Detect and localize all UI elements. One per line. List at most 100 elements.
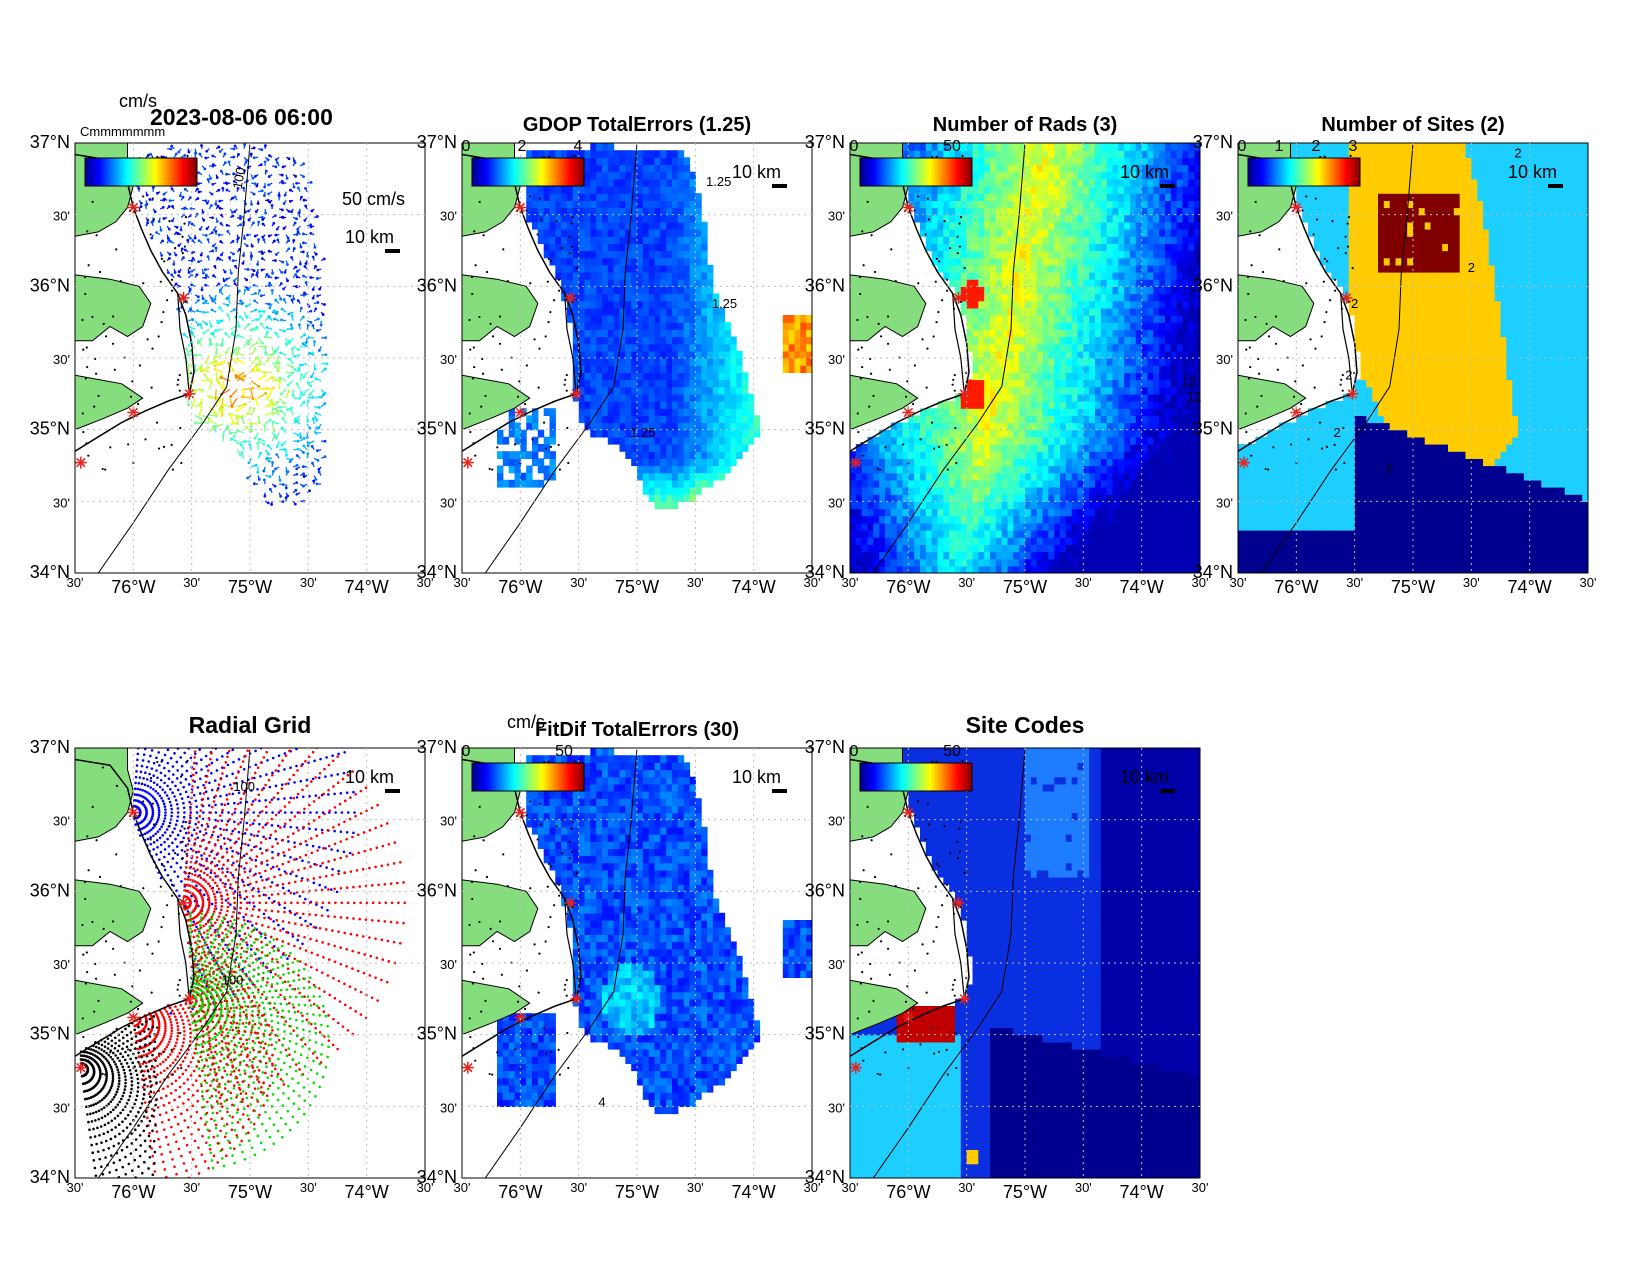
heatmap-cell — [1001, 565, 1009, 573]
heatmap-cell — [683, 214, 691, 223]
vector-head — [204, 199, 208, 203]
heatmap-cell — [1054, 544, 1061, 553]
heatmap-cell — [1042, 551, 1049, 560]
heatmap-cell — [526, 214, 533, 223]
heatmap-cell — [1013, 487, 1020, 495]
vector-head — [245, 158, 249, 162]
heatmap-cell — [707, 264, 714, 273]
heatmap-cell — [1025, 236, 1032, 244]
heatmap-cell — [885, 522, 892, 531]
heatmap-cell — [584, 401, 591, 409]
heatmap-cell — [654, 343, 661, 352]
heatmap-cell — [660, 401, 667, 409]
heatmap-cell — [937, 544, 944, 553]
heatmap-cell — [1013, 336, 1020, 345]
heatmap-cell — [990, 221, 997, 230]
heatmap-cell — [526, 479, 533, 488]
heatmap-cell — [602, 350, 609, 359]
vector-head — [232, 351, 236, 354]
vector-head — [297, 367, 301, 371]
heatmap-cell — [1030, 444, 1038, 452]
heatmap-cell — [972, 143, 979, 151]
vector-head — [181, 195, 185, 199]
heatmap-cell — [654, 350, 661, 359]
heatmap-cell — [1060, 257, 1067, 266]
heatmap-cell — [666, 207, 673, 216]
island-dot — [474, 264, 477, 267]
heatmap-cell — [978, 386, 985, 395]
heatmap-cell — [1054, 386, 1061, 395]
heatmap-cell — [742, 429, 749, 438]
heatmap-cell — [578, 250, 586, 259]
heatmap-cell — [666, 343, 673, 352]
heatmap-cell — [578, 386, 586, 395]
heatmap-cell — [1054, 307, 1061, 316]
vector-head — [296, 439, 300, 443]
heatmap-cell — [619, 164, 626, 173]
heatmap-cell — [537, 429, 545, 438]
heatmap-cell — [788, 336, 796, 345]
heatmap-cell — [990, 479, 997, 488]
heatmap-cell — [701, 451, 708, 459]
heatmap-cell — [619, 229, 626, 237]
heatmap-cell — [613, 178, 621, 187]
vector-head — [222, 279, 226, 283]
heatmap-cell — [631, 322, 638, 330]
heatmap-cell — [925, 451, 933, 459]
island-dot — [171, 468, 174, 471]
heatmap-cell — [1007, 336, 1014, 345]
vector-head — [275, 445, 279, 448]
heatmap-cell — [532, 436, 539, 445]
vector-head — [304, 341, 308, 344]
heatmap-cell — [497, 451, 504, 459]
heatmap-cell — [602, 221, 609, 230]
heatmap-cell — [677, 186, 685, 194]
heatmap-cell — [960, 551, 968, 560]
heatmap-cell — [1036, 286, 1044, 295]
heatmap-cell — [960, 229, 968, 237]
vector-head — [257, 238, 260, 242]
heatmap-cell — [654, 408, 661, 416]
island-dot — [472, 442, 475, 445]
heatmap-cell — [1001, 465, 1009, 474]
heatmap-cell — [683, 329, 691, 338]
heatmap-cell — [514, 472, 521, 481]
heatmap-cell — [1019, 243, 1026, 252]
heatmap-cell — [607, 322, 615, 330]
heatmap-cell — [672, 408, 679, 416]
heatmap-cell — [561, 193, 568, 201]
heatmap-cell — [1042, 401, 1049, 409]
heatmap-cell — [660, 243, 667, 252]
heatmap-cell — [1042, 164, 1049, 173]
heatmap-cell — [1060, 315, 1067, 323]
vector-head — [198, 227, 202, 231]
heatmap-cell — [695, 365, 702, 373]
vector-head — [177, 274, 180, 277]
heatmap-cell — [1001, 494, 1009, 502]
heatmap-cell — [514, 429, 521, 438]
heatmap-cell — [885, 501, 892, 510]
heatmap-cell — [949, 465, 956, 474]
heatmap-cell — [677, 358, 685, 366]
vector-head — [304, 204, 308, 208]
heatmap-cell — [747, 415, 755, 424]
heatmap-cell — [718, 444, 726, 452]
vector-head — [210, 192, 214, 196]
heatmap-cell — [972, 408, 979, 416]
vector-head — [251, 397, 255, 400]
heatmap-cell — [701, 250, 708, 259]
vector-head — [302, 436, 306, 440]
heatmap-cell — [1042, 343, 1049, 352]
island-dot — [531, 438, 534, 441]
heatmap-cell — [885, 551, 892, 560]
heatmap-cell — [867, 508, 874, 517]
heatmap-cell — [637, 193, 644, 201]
vector-head — [318, 406, 321, 409]
heatmap-cell — [1042, 386, 1049, 395]
vector-head — [304, 262, 308, 265]
vector-head — [146, 219, 150, 222]
heatmap-cell — [920, 143, 927, 151]
heatmap-cell — [660, 150, 667, 158]
heatmap-cell — [972, 537, 979, 545]
vector-head — [274, 259, 277, 262]
